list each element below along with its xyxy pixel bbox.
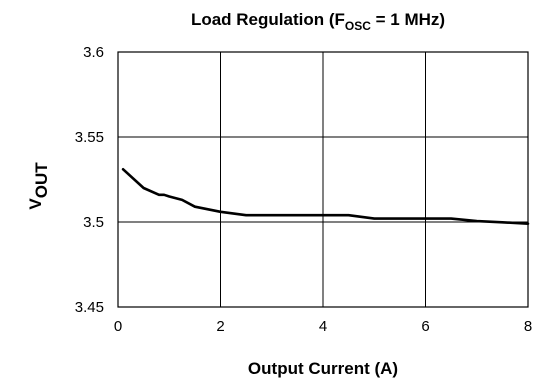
x-axis-label: Output Current (A)	[248, 359, 398, 378]
x-tick-label: 4	[319, 318, 327, 335]
chart-title-prefix: Load Regulation (F	[191, 10, 345, 29]
y-axis-label: VOUT	[26, 162, 51, 210]
plot-frame	[117, 51, 529, 308]
x-tick-label: 8	[524, 318, 532, 335]
y-axis-label-subscript: OUT	[32, 162, 51, 199]
y-tick-label: 3.55	[75, 129, 104, 146]
series-line	[121, 168, 530, 225]
chart-title-subscript: OSC	[345, 19, 371, 33]
y-axis-label-main: V	[26, 198, 45, 210]
x-tick-label: 6	[421, 318, 429, 335]
x-tick-label: 2	[216, 318, 224, 335]
y-tick-label: 3.45	[75, 299, 104, 316]
tick-labels: 0 2 4 6 8 3.45 3.5 3.55 3.6	[75, 44, 532, 335]
y-tick-label: 3.6	[83, 44, 104, 61]
series-layer	[121, 168, 530, 225]
x-tick-label: 0	[114, 318, 122, 335]
grid	[118, 52, 528, 307]
y-tick-label: 3.5	[83, 214, 104, 231]
chart-title-suffix: = 1 MHz)	[371, 10, 445, 29]
chart-title: Load Regulation (FOSC = 1 MHz)	[191, 10, 445, 33]
